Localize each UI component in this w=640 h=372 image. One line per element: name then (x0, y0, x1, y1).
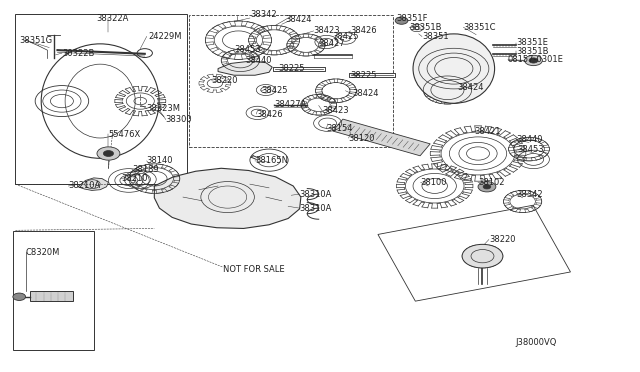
Text: 38453: 38453 (518, 145, 544, 154)
Text: 38351E: 38351E (516, 38, 548, 47)
Polygon shape (78, 178, 108, 190)
Text: 38342: 38342 (250, 10, 276, 19)
Text: 30322B: 30322B (62, 49, 94, 58)
Circle shape (97, 147, 120, 160)
Text: 38423: 38423 (322, 106, 349, 115)
Text: 38424: 38424 (285, 15, 312, 24)
Text: 38427A: 38427A (274, 100, 307, 109)
Text: 38424: 38424 (457, 83, 483, 92)
Text: 38310A: 38310A (300, 203, 332, 213)
Text: J38000VQ: J38000VQ (516, 339, 557, 347)
Text: 38351F: 38351F (396, 13, 428, 22)
Text: 08157-0301E: 08157-0301E (508, 55, 564, 64)
Text: 38220: 38220 (489, 235, 515, 244)
Text: 38310A: 38310A (300, 190, 332, 199)
Text: 38425: 38425 (261, 86, 288, 95)
Text: 38140: 38140 (147, 156, 173, 166)
Text: 38120: 38120 (349, 134, 375, 142)
Text: 38427: 38427 (319, 39, 346, 48)
Text: 55476X: 55476X (108, 130, 141, 139)
Text: 38440: 38440 (516, 135, 543, 144)
Text: 38100: 38100 (420, 178, 447, 187)
Text: 38220: 38220 (212, 76, 238, 85)
Circle shape (103, 151, 113, 157)
Text: 38424: 38424 (352, 89, 378, 98)
Text: 38300: 38300 (166, 115, 193, 124)
Text: 38225: 38225 (278, 64, 305, 73)
Polygon shape (218, 61, 272, 75)
Polygon shape (333, 119, 430, 156)
Text: 38210: 38210 (121, 174, 148, 183)
Text: 38351C: 38351C (463, 23, 496, 32)
Bar (189, 15, 394, 147)
Circle shape (395, 17, 408, 24)
Text: 38225: 38225 (351, 71, 377, 80)
Text: 38351: 38351 (422, 32, 449, 41)
Polygon shape (30, 291, 73, 301)
Text: 38426: 38426 (351, 26, 377, 35)
Text: 38189: 38189 (132, 165, 159, 174)
Circle shape (478, 182, 496, 192)
Text: 38210A: 38210A (68, 182, 100, 190)
Text: 38421: 38421 (474, 127, 500, 136)
Circle shape (13, 293, 26, 301)
Text: 38423: 38423 (314, 26, 340, 35)
Text: 24229M: 24229M (148, 32, 182, 41)
Text: 38440: 38440 (245, 56, 271, 65)
Text: 38342: 38342 (516, 190, 543, 199)
Text: 38351B: 38351B (516, 47, 548, 56)
Bar (15, 14, 188, 184)
Text: 38453: 38453 (234, 45, 260, 54)
Circle shape (483, 185, 491, 189)
Text: 38322A: 38322A (97, 13, 129, 22)
Text: 38351G: 38351G (19, 36, 52, 45)
Text: NOT FOR SALE: NOT FOR SALE (223, 264, 285, 273)
Text: 38351B: 38351B (409, 23, 442, 32)
Polygon shape (154, 168, 301, 228)
Text: 38154: 38154 (326, 124, 353, 133)
Text: C8320M: C8320M (26, 248, 60, 257)
Text: 38426: 38426 (256, 109, 283, 119)
Ellipse shape (413, 34, 495, 103)
Text: 38425: 38425 (333, 32, 359, 41)
Circle shape (525, 55, 542, 65)
Text: 38323M: 38323M (147, 104, 180, 113)
Circle shape (529, 58, 538, 63)
Text: 38102: 38102 (478, 178, 504, 187)
Text: 38165N: 38165N (255, 156, 288, 166)
Circle shape (462, 244, 503, 268)
Bar (13, 231, 95, 350)
